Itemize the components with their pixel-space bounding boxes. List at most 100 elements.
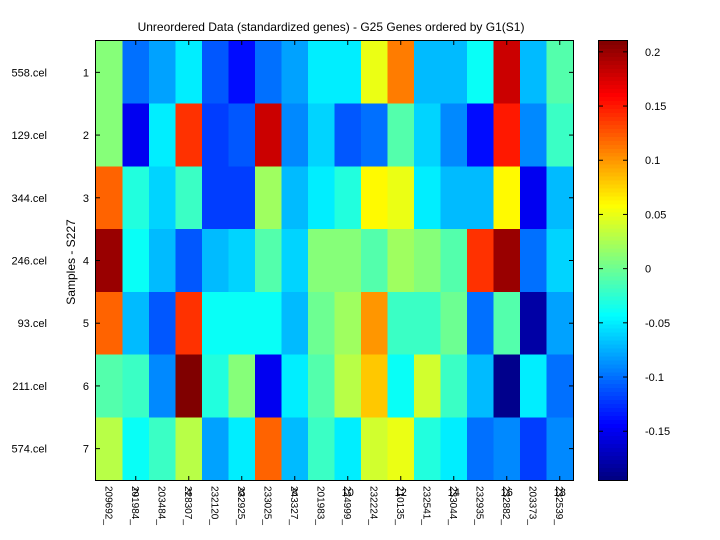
gene-label: 203484_ [155,486,166,525]
colorbar-band [599,352,627,357]
gene-label: 232120_ [208,486,219,525]
x-tick-label: 2 [133,487,139,499]
colorbar-band [599,344,627,349]
heatmap-cell [175,41,203,105]
colorbar-band [599,400,627,405]
colorbar-band [599,396,627,401]
gene-label: 232882_ [500,486,511,525]
heatmap-cell [334,229,362,293]
gene-label: 201984_ [129,486,140,525]
colorbar-band [599,320,627,325]
colorbar-band [599,296,627,302]
heatmap-cell [149,417,177,481]
heatmap-cell [467,166,495,230]
colorbar-band [599,224,627,230]
colorbar-band [599,164,627,170]
heatmap-cell [440,103,468,168]
colorbar-band [599,392,627,397]
heatmap-cell [255,229,283,293]
colorbar-band [599,368,627,373]
gene-label: 232935_ [473,486,484,525]
heatmap-cell [520,417,548,481]
heatmap-cell [414,41,442,105]
colorbar-tick-label: 0.15 [645,101,666,113]
heatmap-cell [334,417,362,481]
colorbar-band [599,432,627,437]
heatmap-cell [361,291,389,356]
colorbar-band [599,384,627,389]
colorbar-band [599,152,627,158]
colorbar-band [599,120,627,126]
colorbar-band [599,276,627,282]
colorbar-band [599,144,627,150]
colorbar-frame [598,40,628,481]
colorbar-band [599,208,627,214]
heatmap-cell [122,103,150,168]
heatmap-cell [149,103,177,168]
heatmap-cell [255,166,283,230]
heatmap-cell [467,354,495,418]
colorbar-band [599,440,627,445]
heatmap-cell [493,354,521,418]
heatmap-cell [96,103,124,168]
heatmap-cell [228,354,256,418]
heatmap-cell [228,417,256,481]
heatmap-cell [175,229,203,293]
x-tick-label: 6 [239,487,245,499]
heatmap-cell [414,166,442,230]
heatmap-cell [467,417,495,481]
heatmap-cell [96,354,124,418]
x-tick-label: 8 [292,487,298,499]
colorbar-band [599,300,627,305]
heatmap-cell [467,103,495,168]
colorbar-tick-label: -0.1 [645,372,664,384]
colorbar-band [599,364,627,369]
heatmap-cell [308,417,336,481]
heatmap-cell [467,291,495,356]
colorbar-band [599,96,627,102]
heatmap-cell [520,41,548,105]
colorbar-band [599,68,627,74]
colorbar-band [599,92,627,98]
gene-label: 243327_ [288,486,299,525]
colorbar-band [599,456,627,461]
heatmap-cell [122,291,150,356]
heatmap-cell [440,354,468,418]
colorbar-band [599,192,627,198]
colorbar-band [599,240,627,246]
colorbar-band [599,100,627,106]
heatmap-cell [414,354,442,418]
colorbar-band [599,108,627,114]
colorbar-band [599,472,627,477]
colorbar-band [599,404,627,409]
heatmap-cell [334,291,362,356]
sample-labels: 558.cel 129.cel 344.cel 246.cel 93.cel 211.ce… [12,67,47,455]
heatmap-cell [122,229,150,293]
colorbar-band [599,376,627,381]
x-tick-label: 14 [448,487,460,499]
colorbar-band [599,408,627,413]
colorbar-band [599,132,627,138]
colorbar-band [599,268,627,274]
colorbar-band [599,476,627,481]
heatmap-cell [308,41,336,105]
sample-label: 211.cel [12,381,47,393]
colorbar-band [599,156,627,162]
heatmap-ticks [96,41,573,480]
gene-label: 203373_ [526,486,537,525]
heatmap-cell [414,229,442,293]
heatmap-cell [202,41,230,105]
colorbar-band [599,348,627,353]
heatmap-cell [520,354,548,418]
gene-label: 224999_ [341,486,352,525]
heatmap-cell [440,417,468,481]
heatmap-cell [255,417,283,481]
colorbar-band [599,248,627,254]
heatmap-cell [440,229,468,293]
gene-label: 210135_ [394,486,405,525]
colorbar-band [599,460,627,465]
colorbar-tick-label: 0.05 [645,209,666,221]
colorbar-band [599,252,627,258]
colorbar-band [599,220,627,226]
y-axis-label: Samples - S227 [64,219,78,305]
